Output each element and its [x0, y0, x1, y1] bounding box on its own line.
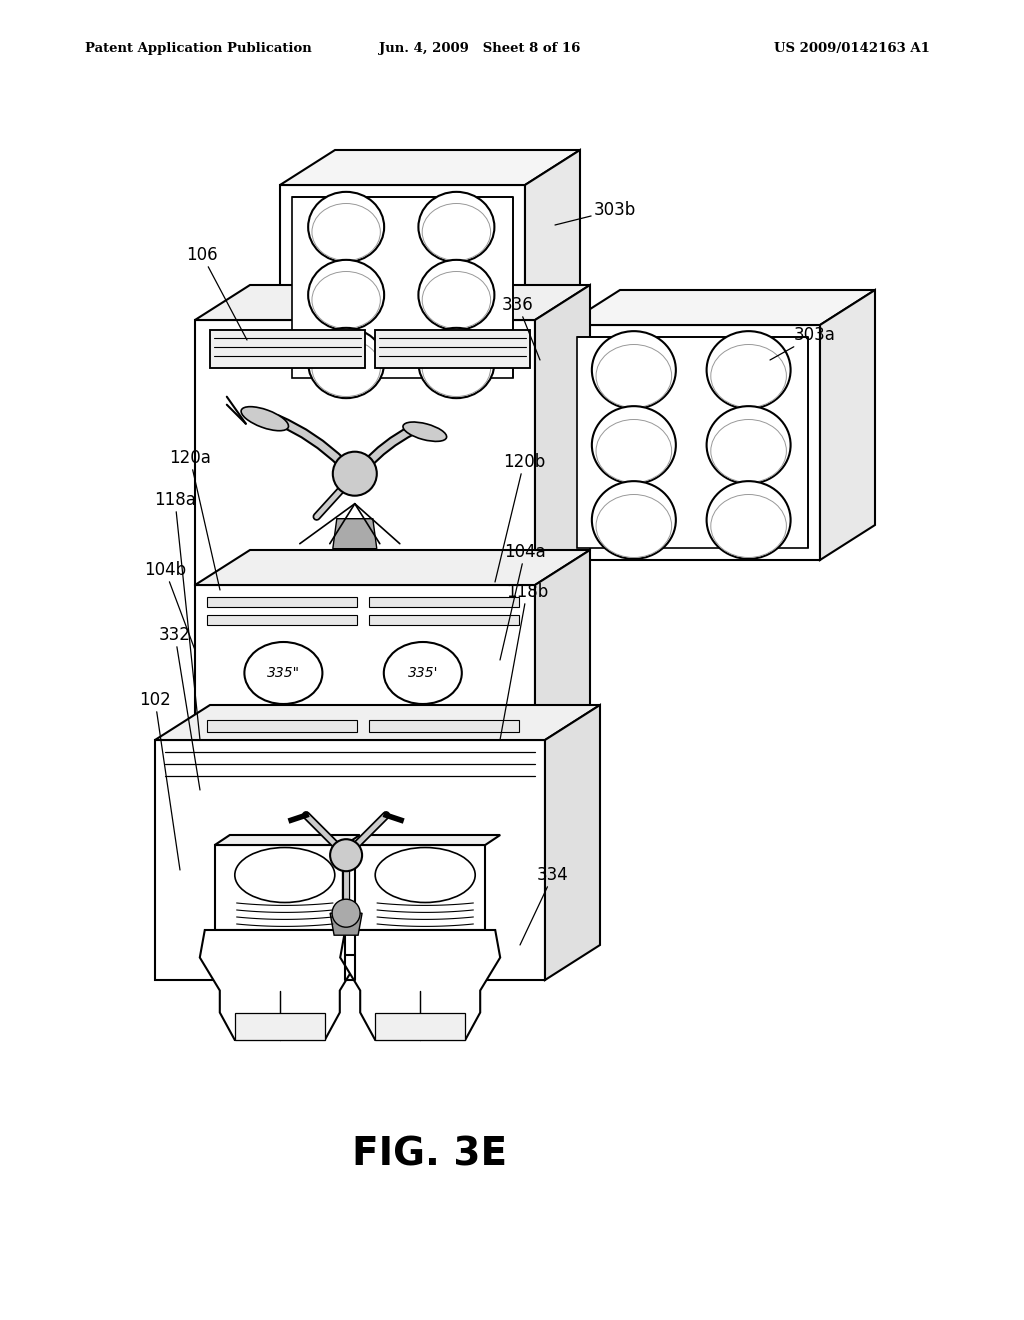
Text: 104a: 104a	[500, 543, 546, 660]
Polygon shape	[200, 931, 359, 1040]
Polygon shape	[155, 705, 600, 741]
Ellipse shape	[711, 345, 786, 408]
Polygon shape	[369, 615, 519, 624]
Polygon shape	[155, 741, 545, 979]
Polygon shape	[355, 845, 485, 931]
Polygon shape	[330, 913, 362, 935]
Ellipse shape	[308, 260, 384, 330]
Ellipse shape	[422, 272, 490, 329]
Ellipse shape	[308, 191, 384, 263]
Text: 120a: 120a	[169, 449, 220, 590]
Circle shape	[333, 451, 377, 496]
Text: US 2009/0142163 A1: US 2009/0142163 A1	[774, 42, 930, 55]
Circle shape	[330, 840, 362, 871]
Polygon shape	[210, 330, 365, 368]
Polygon shape	[577, 337, 808, 548]
Text: 336: 336	[502, 296, 540, 360]
Ellipse shape	[312, 272, 380, 329]
Text: 303a: 303a	[770, 326, 836, 360]
Text: 334: 334	[520, 866, 569, 945]
Ellipse shape	[422, 203, 490, 260]
Ellipse shape	[419, 191, 495, 263]
Polygon shape	[195, 550, 590, 585]
Ellipse shape	[422, 339, 490, 396]
Ellipse shape	[592, 331, 676, 409]
Polygon shape	[207, 597, 357, 607]
Polygon shape	[369, 719, 519, 733]
Text: 332: 332	[159, 626, 200, 789]
Polygon shape	[355, 836, 500, 845]
Ellipse shape	[312, 203, 380, 260]
Ellipse shape	[234, 847, 335, 903]
Ellipse shape	[592, 407, 676, 484]
Polygon shape	[369, 597, 519, 607]
Ellipse shape	[711, 420, 786, 483]
Text: 102: 102	[139, 690, 180, 870]
Polygon shape	[535, 285, 590, 585]
Polygon shape	[195, 285, 590, 319]
Ellipse shape	[375, 847, 475, 903]
Polygon shape	[234, 1012, 325, 1040]
Polygon shape	[215, 836, 359, 845]
Ellipse shape	[596, 345, 672, 408]
Ellipse shape	[592, 482, 676, 558]
Polygon shape	[545, 705, 600, 979]
Polygon shape	[820, 290, 874, 560]
Text: 118b: 118b	[500, 583, 548, 741]
Ellipse shape	[312, 339, 380, 396]
Text: 303b: 303b	[555, 201, 636, 224]
Text: 104b: 104b	[144, 561, 195, 649]
Ellipse shape	[707, 482, 791, 558]
Polygon shape	[535, 550, 590, 741]
Text: Patent Application Publication: Patent Application Publication	[85, 42, 311, 55]
Polygon shape	[525, 150, 580, 389]
Ellipse shape	[384, 642, 462, 704]
Polygon shape	[340, 931, 500, 1040]
Ellipse shape	[596, 420, 672, 483]
Ellipse shape	[707, 331, 791, 409]
Ellipse shape	[419, 260, 495, 330]
Polygon shape	[292, 197, 513, 378]
Text: 106: 106	[186, 246, 247, 341]
Ellipse shape	[707, 407, 791, 484]
Polygon shape	[195, 319, 535, 585]
Polygon shape	[280, 185, 525, 389]
Text: FIG. 3E: FIG. 3E	[352, 1135, 508, 1173]
Polygon shape	[215, 845, 345, 931]
Ellipse shape	[596, 495, 672, 557]
Polygon shape	[207, 719, 357, 733]
Polygon shape	[565, 325, 820, 560]
Text: 120b: 120b	[495, 453, 545, 582]
Polygon shape	[280, 150, 580, 185]
Circle shape	[332, 899, 360, 927]
Ellipse shape	[308, 327, 384, 399]
Polygon shape	[375, 330, 530, 368]
Polygon shape	[333, 519, 377, 549]
Text: 335': 335'	[408, 667, 438, 680]
Text: Jun. 4, 2009   Sheet 8 of 16: Jun. 4, 2009 Sheet 8 of 16	[379, 42, 581, 55]
Ellipse shape	[241, 407, 289, 430]
Text: 118a: 118a	[154, 491, 200, 741]
Ellipse shape	[711, 495, 786, 557]
Polygon shape	[375, 1012, 465, 1040]
Text: 335": 335"	[267, 667, 300, 680]
Ellipse shape	[245, 642, 323, 704]
Polygon shape	[565, 290, 874, 325]
Polygon shape	[195, 585, 535, 741]
Ellipse shape	[403, 422, 446, 441]
Ellipse shape	[419, 327, 495, 399]
Polygon shape	[207, 615, 357, 624]
